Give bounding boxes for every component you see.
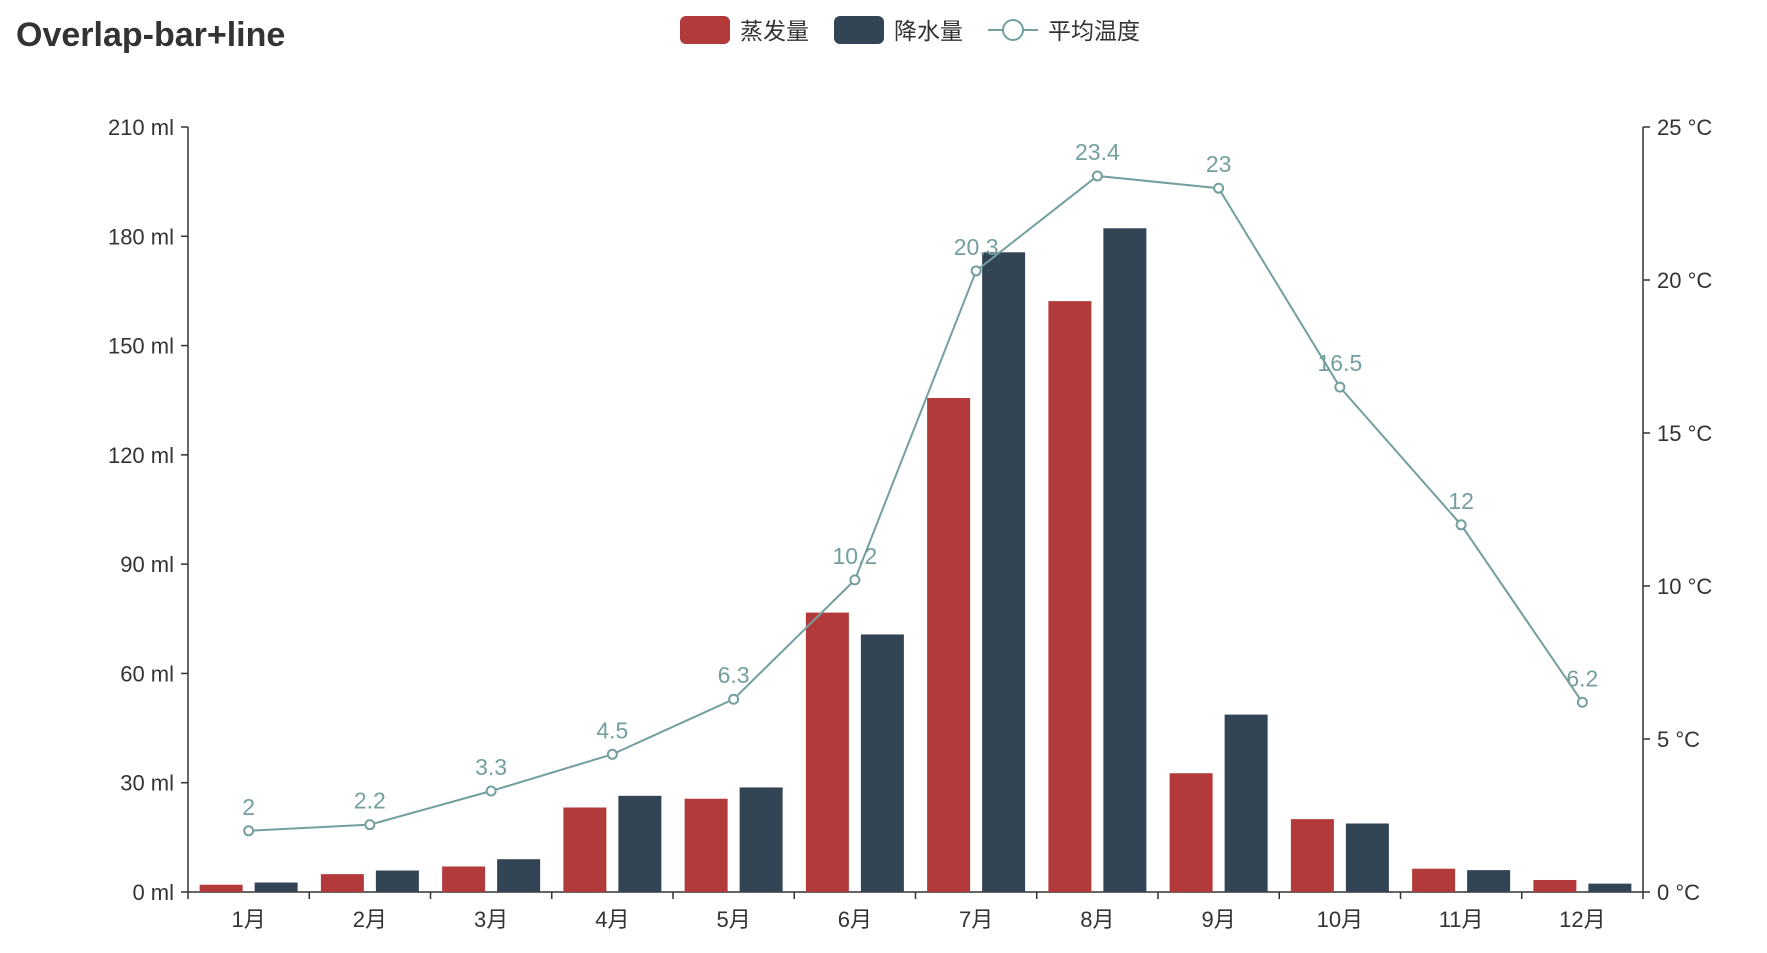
x-tick-label: 1月	[232, 907, 266, 932]
bar-precipitation	[860, 634, 904, 892]
legend-marker-temperature	[1002, 19, 1024, 41]
bar-evaporation	[805, 612, 849, 892]
bar-precipitation	[618, 795, 662, 892]
legend-item-temperature[interactable]: 平均温度	[988, 19, 1140, 45]
bar-evaporation	[442, 866, 486, 892]
temperature-point	[364, 819, 376, 831]
bar-evaporation	[1412, 868, 1456, 892]
y-left-tick-label: 210 ml	[108, 115, 174, 140]
temperature-data-label: 20.3	[954, 234, 999, 260]
y-left-tick-label: 30 ml	[120, 771, 174, 796]
legend-label-evaporation: 蒸发量	[740, 19, 809, 45]
temperature-data-label: 23.4	[1075, 139, 1120, 165]
bar-evaporation	[1290, 819, 1334, 892]
y-left-tick-label: 150 ml	[108, 334, 174, 359]
temperature-data-label: 3.3	[475, 754, 507, 780]
y-right-tick-label: 0 °C	[1657, 880, 1700, 905]
bar-precipitation	[375, 870, 419, 892]
temperature-data-label: 10.2	[832, 543, 877, 569]
bar-evaporation	[1533, 879, 1577, 892]
temperature-point	[1576, 696, 1588, 708]
temperature-line	[248, 174, 1584, 832]
bar-precipitation	[1224, 714, 1268, 892]
x-tick-label: 12月	[1559, 907, 1605, 932]
temperature-data-label: 4.5	[596, 717, 628, 743]
temperature-data-label: 16.5	[1317, 350, 1362, 376]
temperature-point	[243, 825, 255, 837]
temperature-point	[728, 693, 740, 705]
legend-swatch-precipitation	[834, 16, 884, 44]
x-tick-label: 3月	[474, 907, 508, 932]
bar-precipitation	[497, 859, 541, 892]
bar-precipitation	[1467, 870, 1511, 892]
bar-precipitation	[1103, 228, 1147, 892]
bar-evaporation	[684, 798, 728, 892]
temperature-point	[1455, 519, 1467, 531]
x-tick-label: 8月	[1080, 907, 1114, 932]
y-left-tick-label: 90 ml	[120, 552, 174, 577]
y-right-tick-label: 5 °C	[1657, 727, 1700, 752]
temperature-point	[606, 748, 618, 760]
y-left-tick-label: 60 ml	[120, 661, 174, 686]
chart-title: Overlap-bar+line	[16, 16, 285, 54]
x-tick-label: 4月	[595, 907, 629, 932]
legend-label-precipitation: 降水量	[894, 19, 963, 45]
y-right-tick-label: 20 °C	[1657, 268, 1712, 293]
y-left-tick-label: 0 ml	[132, 880, 174, 905]
y-right-tick-label: 10 °C	[1657, 574, 1712, 599]
legend-label-temperature: 平均温度	[1048, 19, 1140, 45]
bar-evaporation	[1169, 773, 1213, 892]
x-tick-label: 7月	[959, 907, 993, 932]
temperature-point	[970, 265, 982, 277]
temperature-point	[849, 574, 861, 586]
bar-evaporation	[563, 807, 607, 892]
bar-precipitation	[1588, 883, 1632, 892]
y-left-tick-label: 180 ml	[108, 224, 174, 249]
temperature-data-label: 23	[1206, 151, 1232, 177]
y-left-tick-label: 120 ml	[108, 443, 174, 468]
x-tick-label: 9月	[1202, 907, 1236, 932]
temperature-data-label: 2.2	[354, 788, 386, 814]
temperature-point	[1091, 170, 1103, 182]
legend-item-precipitation[interactable]: 降水量	[834, 16, 963, 45]
x-tick-label: 2月	[353, 907, 387, 932]
bar-evaporation	[199, 884, 243, 892]
x-tick-label: 10月	[1317, 907, 1363, 932]
bar-precipitation	[254, 882, 298, 892]
temperature-data-label: 12	[1448, 488, 1474, 514]
bar-evaporation	[320, 874, 364, 892]
x-tick-label: 11月	[1439, 907, 1484, 932]
temperature-data-label: 6.3	[718, 662, 750, 688]
legend-item-evaporation[interactable]: 蒸发量	[680, 16, 809, 45]
bar-precipitation	[739, 787, 783, 892]
legend-swatch-evaporation	[680, 16, 730, 44]
bar-precipitation	[982, 252, 1026, 893]
bar-evaporation	[1048, 301, 1092, 893]
legend[interactable]: 蒸发量 降水量 平均温度	[680, 16, 1140, 45]
temperature-data-label: 6.2	[1566, 665, 1598, 691]
temperature-data-label: 2	[242, 794, 255, 820]
bar-evaporation	[927, 398, 971, 892]
temperature-point	[485, 785, 497, 797]
y-right-tick-label: 15 °C	[1657, 421, 1712, 446]
temperature-point	[1213, 182, 1225, 194]
y-right-tick-label: 25 °C	[1657, 115, 1712, 140]
x-tick-label: 5月	[717, 907, 751, 932]
x-tick-label: 6月	[838, 907, 872, 932]
temperature-point	[1334, 381, 1346, 393]
bar-precipitation	[1345, 823, 1389, 892]
